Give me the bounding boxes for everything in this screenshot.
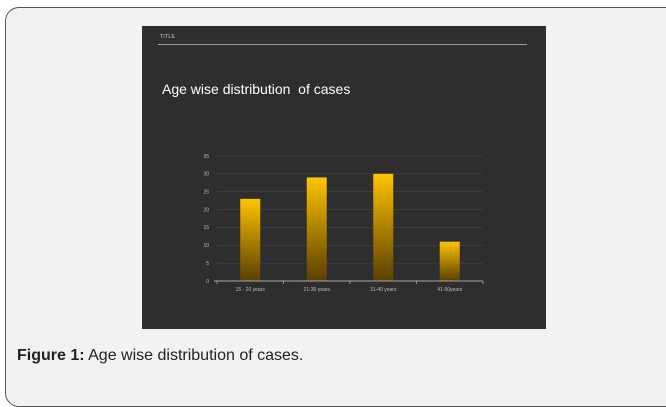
- chart-slide: TITLE Age wise distribution of cases 0 5 1…: [142, 26, 546, 329]
- y-tick-label: 15: [203, 225, 209, 231]
- x-axis: [214, 280, 484, 284]
- slide-header-divider: [158, 44, 527, 45]
- bar: [306, 177, 327, 281]
- bar: [439, 241, 460, 281]
- bars: [240, 173, 460, 281]
- x-tick-label: 41-50years: [437, 287, 463, 293]
- y-tick-label: 30: [203, 172, 209, 178]
- y-tick-label: 5: [206, 261, 209, 267]
- y-tick-label: 35: [203, 154, 209, 160]
- x-tick-label: 21-30 years: [304, 287, 331, 293]
- x-axis-ticks: 15 - 20 years 21-30 years 31-40 years 41-50…: [236, 287, 463, 293]
- bar: [373, 173, 394, 281]
- y-axis-ticks: 0 5 10 15 20 25 30 35: [203, 154, 209, 285]
- bar-chart: 0 5 10 15 20 25 30 35 15 - 20 years 21-30 years 3…: [203, 154, 484, 293]
- figure-caption: Figure 1: Age wise distribution of cases…: [17, 347, 303, 365]
- x-tick-label: 31-40 years: [370, 287, 397, 293]
- bar: [240, 198, 261, 281]
- y-tick-label: 0: [206, 279, 209, 285]
- figure-caption-label: Figure 1:: [17, 347, 85, 364]
- slide-header-label: TITLE: [160, 34, 176, 40]
- y-tick-label: 10: [203, 243, 209, 249]
- chart-title: Age wise distribution of cases: [162, 81, 351, 97]
- y-tick-label: 25: [203, 190, 209, 196]
- y-tick-label: 20: [203, 207, 209, 213]
- gridlines: [217, 155, 483, 264]
- x-tick-label: 15 - 20 years: [236, 287, 266, 293]
- figure-caption-text: Age wise distribution of cases.: [84, 347, 304, 364]
